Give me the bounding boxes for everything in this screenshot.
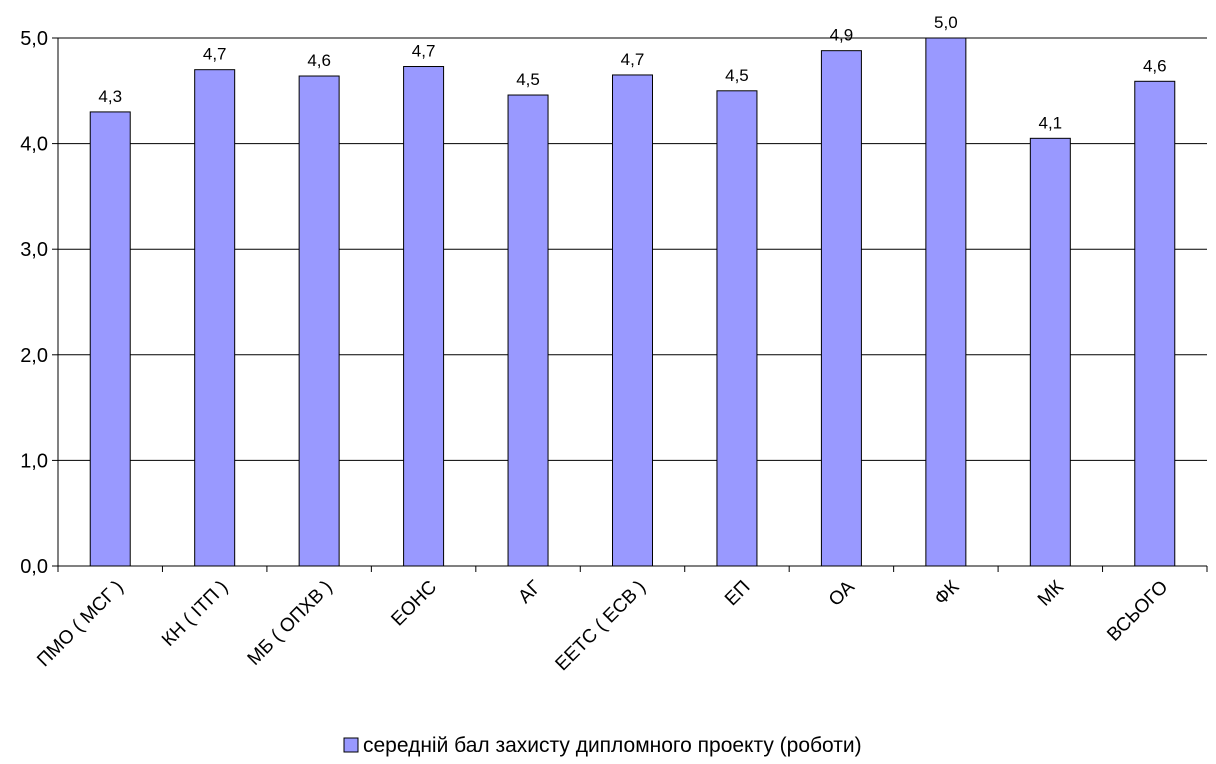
bar <box>403 66 445 567</box>
bar <box>194 69 236 567</box>
data-label: 4,9 <box>830 26 854 45</box>
bar <box>1029 137 1071 567</box>
data-label: 4,5 <box>516 70 540 89</box>
data-label: 5,0 <box>934 13 958 32</box>
data-label: 4,1 <box>1038 113 1062 132</box>
data-label: 4,7 <box>412 42 436 61</box>
bar <box>507 94 549 567</box>
data-labels: 4,3 4,7 4,6 4,7 4,5 4,7 4,5 4,9 5,0 4,1 4,6 <box>98 13 1166 132</box>
x-tick-label: ПМО ( МСГ ) <box>33 577 127 671</box>
x-tick-label: ВСЬОГО <box>1103 577 1172 646</box>
y-tick-label: 3,0 <box>20 239 48 261</box>
y-tick-label: 0,0 <box>20 556 48 578</box>
legend: середній бал захисту дипломного проекту … <box>343 734 862 757</box>
x-tick-label: ЕОНС <box>387 577 441 631</box>
data-label: 4,6 <box>307 51 331 70</box>
y-tick-label: 1,0 <box>20 450 48 472</box>
legend-swatch <box>343 737 359 753</box>
y-tick-label: 2,0 <box>20 345 48 367</box>
x-tick-label: ОА <box>825 576 859 610</box>
data-label: 4,5 <box>725 66 749 85</box>
x-tick-label: МБ ( ОПХВ ) <box>244 577 337 670</box>
y-tick-labels: 0,0 1,0 2,0 3,0 4,0 5,0 <box>20 28 48 578</box>
bar <box>716 90 758 567</box>
bar <box>298 75 340 567</box>
axes <box>52 37 1208 572</box>
data-label: 4,7 <box>621 50 645 69</box>
bar <box>89 111 131 567</box>
x-tick-label: ЕЕТС ( ЕСВ ) <box>552 577 650 675</box>
x-tick-labels: ПМО ( МСГ ) КН ( ІТП ) МБ ( ОПХВ ) ЕОНС АГ ЕЕ… <box>33 576 1172 675</box>
bar <box>820 50 862 567</box>
x-tick-label: МК <box>1034 577 1068 611</box>
data-label: 4,3 <box>98 87 122 106</box>
data-label: 4,6 <box>1143 56 1167 75</box>
x-tick-label: АГ <box>514 577 545 608</box>
bar <box>1134 80 1176 567</box>
data-label: 4,7 <box>203 45 227 64</box>
x-tick-label: КН ( ІТП ) <box>158 577 232 651</box>
y-tick-label: 4,0 <box>20 134 48 156</box>
legend-label: середній бал захисту дипломного проекту … <box>363 734 862 757</box>
x-tick-label: ЕП <box>721 577 754 610</box>
y-tick-label: 5,0 <box>20 28 48 50</box>
bars <box>89 37 1176 567</box>
x-tick-label: ФК <box>931 577 964 610</box>
bar <box>612 74 653 567</box>
bar <box>925 37 967 567</box>
